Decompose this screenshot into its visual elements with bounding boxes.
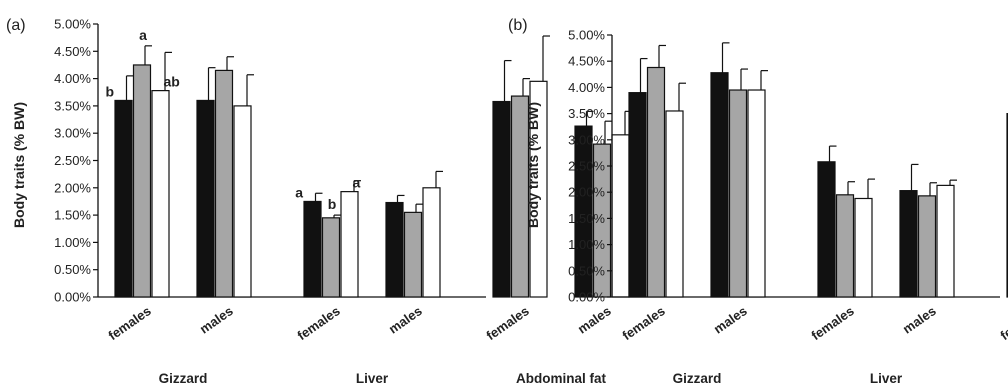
group-label: Liver [870,371,903,386]
bar [900,191,917,297]
bar [341,192,358,297]
bar [666,111,683,297]
bar [837,195,854,297]
bar [197,100,214,297]
y-tick-label: 3.00% [568,132,605,147]
category-label: females [294,303,342,343]
group-label: Abdominal fat [516,371,607,386]
bar [818,162,835,297]
bar [730,90,747,297]
bar [234,106,251,297]
category-label: males [900,303,939,336]
panel-b-bars [629,43,1008,297]
y-tick-label: 2.50% [568,159,605,174]
bar [855,198,872,297]
bar [629,93,646,297]
y-tick-label: 2.00% [568,185,605,200]
bar [304,201,321,297]
y-tick-label: 0.50% [54,262,91,277]
category-label: males [197,303,236,336]
significance-letter: ab [164,74,180,90]
category-label: females [105,303,153,343]
y-tick-label: 0.50% [568,263,605,278]
group-label: Liver [356,371,389,386]
panel-b-label: (b) [508,17,528,34]
y-tick-label: 0.00% [54,290,91,305]
y-tick-label: 0.00% [568,290,605,305]
y-tick-label: 2.50% [54,153,91,168]
y-tick-label: 1.50% [54,208,91,223]
bar [493,102,510,297]
y-tick-label: 1.50% [568,211,605,226]
bar [405,212,422,297]
bar [216,70,233,297]
y-tick-label: 3.00% [54,126,91,141]
y-tick-label: 4.50% [54,44,91,59]
significance-letter: b [105,83,114,99]
y-tick-label: 3.50% [568,106,605,121]
bar [134,65,151,297]
y-tick-label: 1.00% [54,235,91,250]
panel-b-y-axis-label: Body traits (% BW) [525,102,541,228]
y-tick-label: 5.00% [54,17,91,32]
group-label: Gizzard [159,371,208,386]
y-tick-label: 2.00% [54,180,91,195]
bar [937,185,954,297]
panel-b-x-labels: females males Gizzard females males Liver fema… [619,303,1008,386]
category-label: females [483,303,531,343]
significance-letter: a [139,27,147,43]
panel-a-label: (a) [6,17,26,34]
bar [386,203,403,297]
significance-letter: b [328,196,337,212]
group-label: Gizzard [673,371,722,386]
significance-letter: a [295,184,303,200]
bar [612,135,629,297]
y-tick-label: 3.50% [54,98,91,113]
bar [711,73,728,297]
category-label: females [808,303,856,343]
significance-letter: a [353,175,361,191]
category-label: females [997,303,1008,343]
category-label: males [575,303,614,336]
category-label: males [386,303,425,336]
bar [748,90,765,297]
panel-a-x-labels: females males Gizzard females males Liver fema… [105,303,613,386]
bar [648,67,665,297]
y-tick-label: 4.50% [568,54,605,69]
category-label: females [619,303,667,343]
bar [423,188,440,297]
panel-a-y-axis-label: Body traits (% BW) [11,102,27,228]
y-tick-label: 4.00% [568,80,605,95]
bar [152,91,169,297]
y-tick-label: 1.00% [568,237,605,252]
bar [323,218,340,297]
bar [115,100,132,297]
category-label: males [711,303,750,336]
y-tick-label: 4.00% [54,71,91,86]
bar [919,196,936,297]
y-tick-label: 5.00% [568,28,605,43]
